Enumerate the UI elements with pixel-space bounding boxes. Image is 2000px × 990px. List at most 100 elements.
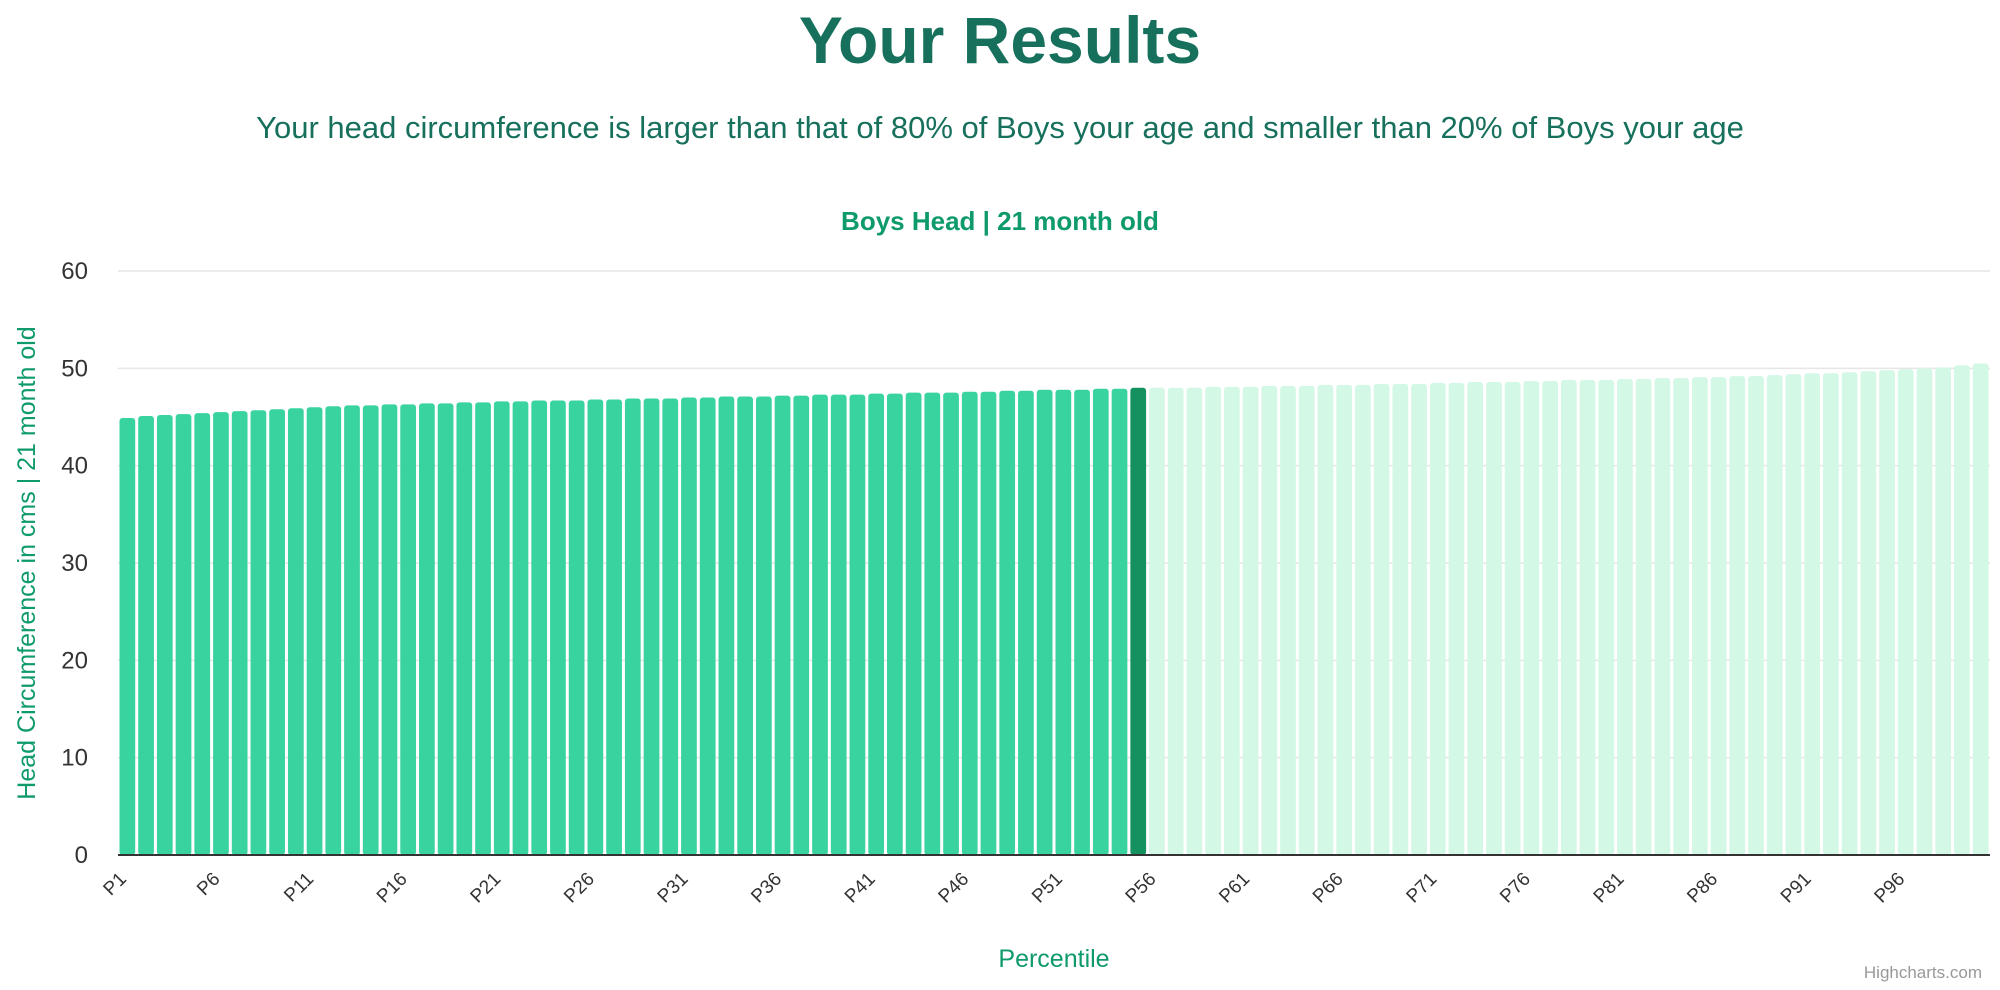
bar-p90[interactable] <box>1785 374 1802 855</box>
bar-p22[interactable] <box>512 401 529 855</box>
bar-p14[interactable] <box>362 405 379 855</box>
bar-p29[interactable] <box>643 398 660 855</box>
bar-p38[interactable] <box>812 394 828 855</box>
bar-p57[interactable] <box>1167 387 1184 855</box>
bar-p84[interactable] <box>1673 378 1689 855</box>
bar-p95[interactable] <box>1879 370 1895 855</box>
bar-p91[interactable] <box>1804 373 1821 855</box>
bar-p37[interactable] <box>793 395 810 855</box>
bar-p94[interactable] <box>1860 371 1877 855</box>
bar-p49[interactable] <box>1018 390 1034 855</box>
bar-p71[interactable] <box>1429 382 1446 855</box>
bar-p43[interactable] <box>905 392 922 855</box>
bar-p83[interactable] <box>1654 378 1671 855</box>
bar-p40[interactable] <box>849 394 866 855</box>
bar-p35[interactable] <box>755 396 772 855</box>
bar-p50[interactable] <box>1036 389 1053 855</box>
bar-p74[interactable] <box>1486 381 1502 855</box>
bar-p53[interactable] <box>1092 388 1109 855</box>
bar-p56[interactable] <box>1149 387 1165 855</box>
bar-p79[interactable] <box>1579 380 1596 855</box>
bar-p98[interactable] <box>1935 367 1952 855</box>
bar-p10[interactable] <box>287 408 304 855</box>
bar-p12[interactable] <box>325 406 342 855</box>
bar-p80[interactable] <box>1598 380 1615 855</box>
bar-p62[interactable] <box>1261 385 1278 855</box>
bar-p42[interactable] <box>887 393 903 855</box>
bar-p64[interactable] <box>1298 385 1315 855</box>
bar-p28[interactable] <box>624 398 641 855</box>
bar-p5[interactable] <box>194 413 211 855</box>
bar-p76[interactable] <box>1523 380 1540 855</box>
bar-p21[interactable] <box>493 401 510 855</box>
bar-p72[interactable] <box>1448 382 1465 855</box>
bar-p19[interactable] <box>456 402 473 855</box>
bar-p54[interactable] <box>1111 388 1128 855</box>
bar-p100[interactable] <box>1972 363 1989 855</box>
bar-p1[interactable] <box>119 417 136 855</box>
bar-p77[interactable] <box>1542 380 1558 855</box>
bar-p7[interactable] <box>231 411 248 855</box>
bar-p63[interactable] <box>1280 385 1296 855</box>
bar-p78[interactable] <box>1560 380 1577 855</box>
bar-p33[interactable] <box>718 396 735 855</box>
bar-p93[interactable] <box>1841 372 1858 855</box>
bar-p2[interactable] <box>138 416 154 855</box>
bar-p96[interactable] <box>1897 369 1914 855</box>
bar-p41[interactable] <box>868 393 885 855</box>
bar-p36[interactable] <box>774 395 791 855</box>
bar-p8[interactable] <box>250 410 267 855</box>
bar-p23[interactable] <box>531 400 548 855</box>
bar-p81[interactable] <box>1617 379 1633 855</box>
bar-p73[interactable] <box>1467 381 1484 855</box>
bar-p32[interactable] <box>699 397 716 855</box>
bar-p52[interactable] <box>1074 389 1090 855</box>
bar-p66[interactable] <box>1336 384 1353 855</box>
bar-p4[interactable] <box>175 414 192 855</box>
bar-p13[interactable] <box>344 405 360 855</box>
bar-p89[interactable] <box>1766 375 1783 855</box>
bar-p34[interactable] <box>737 396 753 855</box>
bar-p30[interactable] <box>662 398 679 855</box>
bar-p9[interactable] <box>269 409 285 855</box>
bar-p3[interactable] <box>156 415 173 855</box>
bar-p82[interactable] <box>1635 379 1652 855</box>
bar-p67[interactable] <box>1355 384 1371 855</box>
bar-p55[interactable] <box>1130 387 1147 855</box>
bar-p75[interactable] <box>1504 381 1521 855</box>
bar-p47[interactable] <box>980 391 997 855</box>
bar-p46[interactable] <box>961 391 978 855</box>
bar-p6[interactable] <box>213 412 229 855</box>
bar-p69[interactable] <box>1392 383 1409 855</box>
bar-p97[interactable] <box>1916 368 1933 855</box>
bar-p16[interactable] <box>400 404 417 855</box>
bar-p70[interactable] <box>1411 383 1427 855</box>
bar-p85[interactable] <box>1691 377 1708 855</box>
bar-p26[interactable] <box>587 399 604 855</box>
bar-p60[interactable] <box>1223 386 1240 855</box>
bar-p48[interactable] <box>999 390 1016 855</box>
bar-p27[interactable] <box>606 399 622 855</box>
bar-p86[interactable] <box>1710 377 1727 855</box>
bar-p65[interactable] <box>1317 384 1334 855</box>
bar-p87[interactable] <box>1729 376 1746 855</box>
bar-p17[interactable] <box>419 403 435 855</box>
bar-p24[interactable] <box>550 400 566 855</box>
bar-p11[interactable] <box>306 407 323 855</box>
bar-p99[interactable] <box>1954 365 1970 855</box>
bar-p61[interactable] <box>1242 386 1259 855</box>
bar-p58[interactable] <box>1186 387 1203 855</box>
bar-p44[interactable] <box>924 392 941 855</box>
bar-p25[interactable] <box>568 400 585 855</box>
bar-p68[interactable] <box>1373 383 1390 855</box>
bar-p20[interactable] <box>475 402 491 855</box>
bar-p59[interactable] <box>1205 386 1221 855</box>
bar-p15[interactable] <box>381 404 398 855</box>
bar-p31[interactable] <box>681 397 697 855</box>
bar-p18[interactable] <box>437 403 454 855</box>
bar-p45[interactable] <box>943 392 959 855</box>
bar-p88[interactable] <box>1748 376 1764 855</box>
bar-p51[interactable] <box>1055 389 1072 855</box>
bar-p39[interactable] <box>830 394 847 855</box>
bar-p92[interactable] <box>1823 373 1839 855</box>
